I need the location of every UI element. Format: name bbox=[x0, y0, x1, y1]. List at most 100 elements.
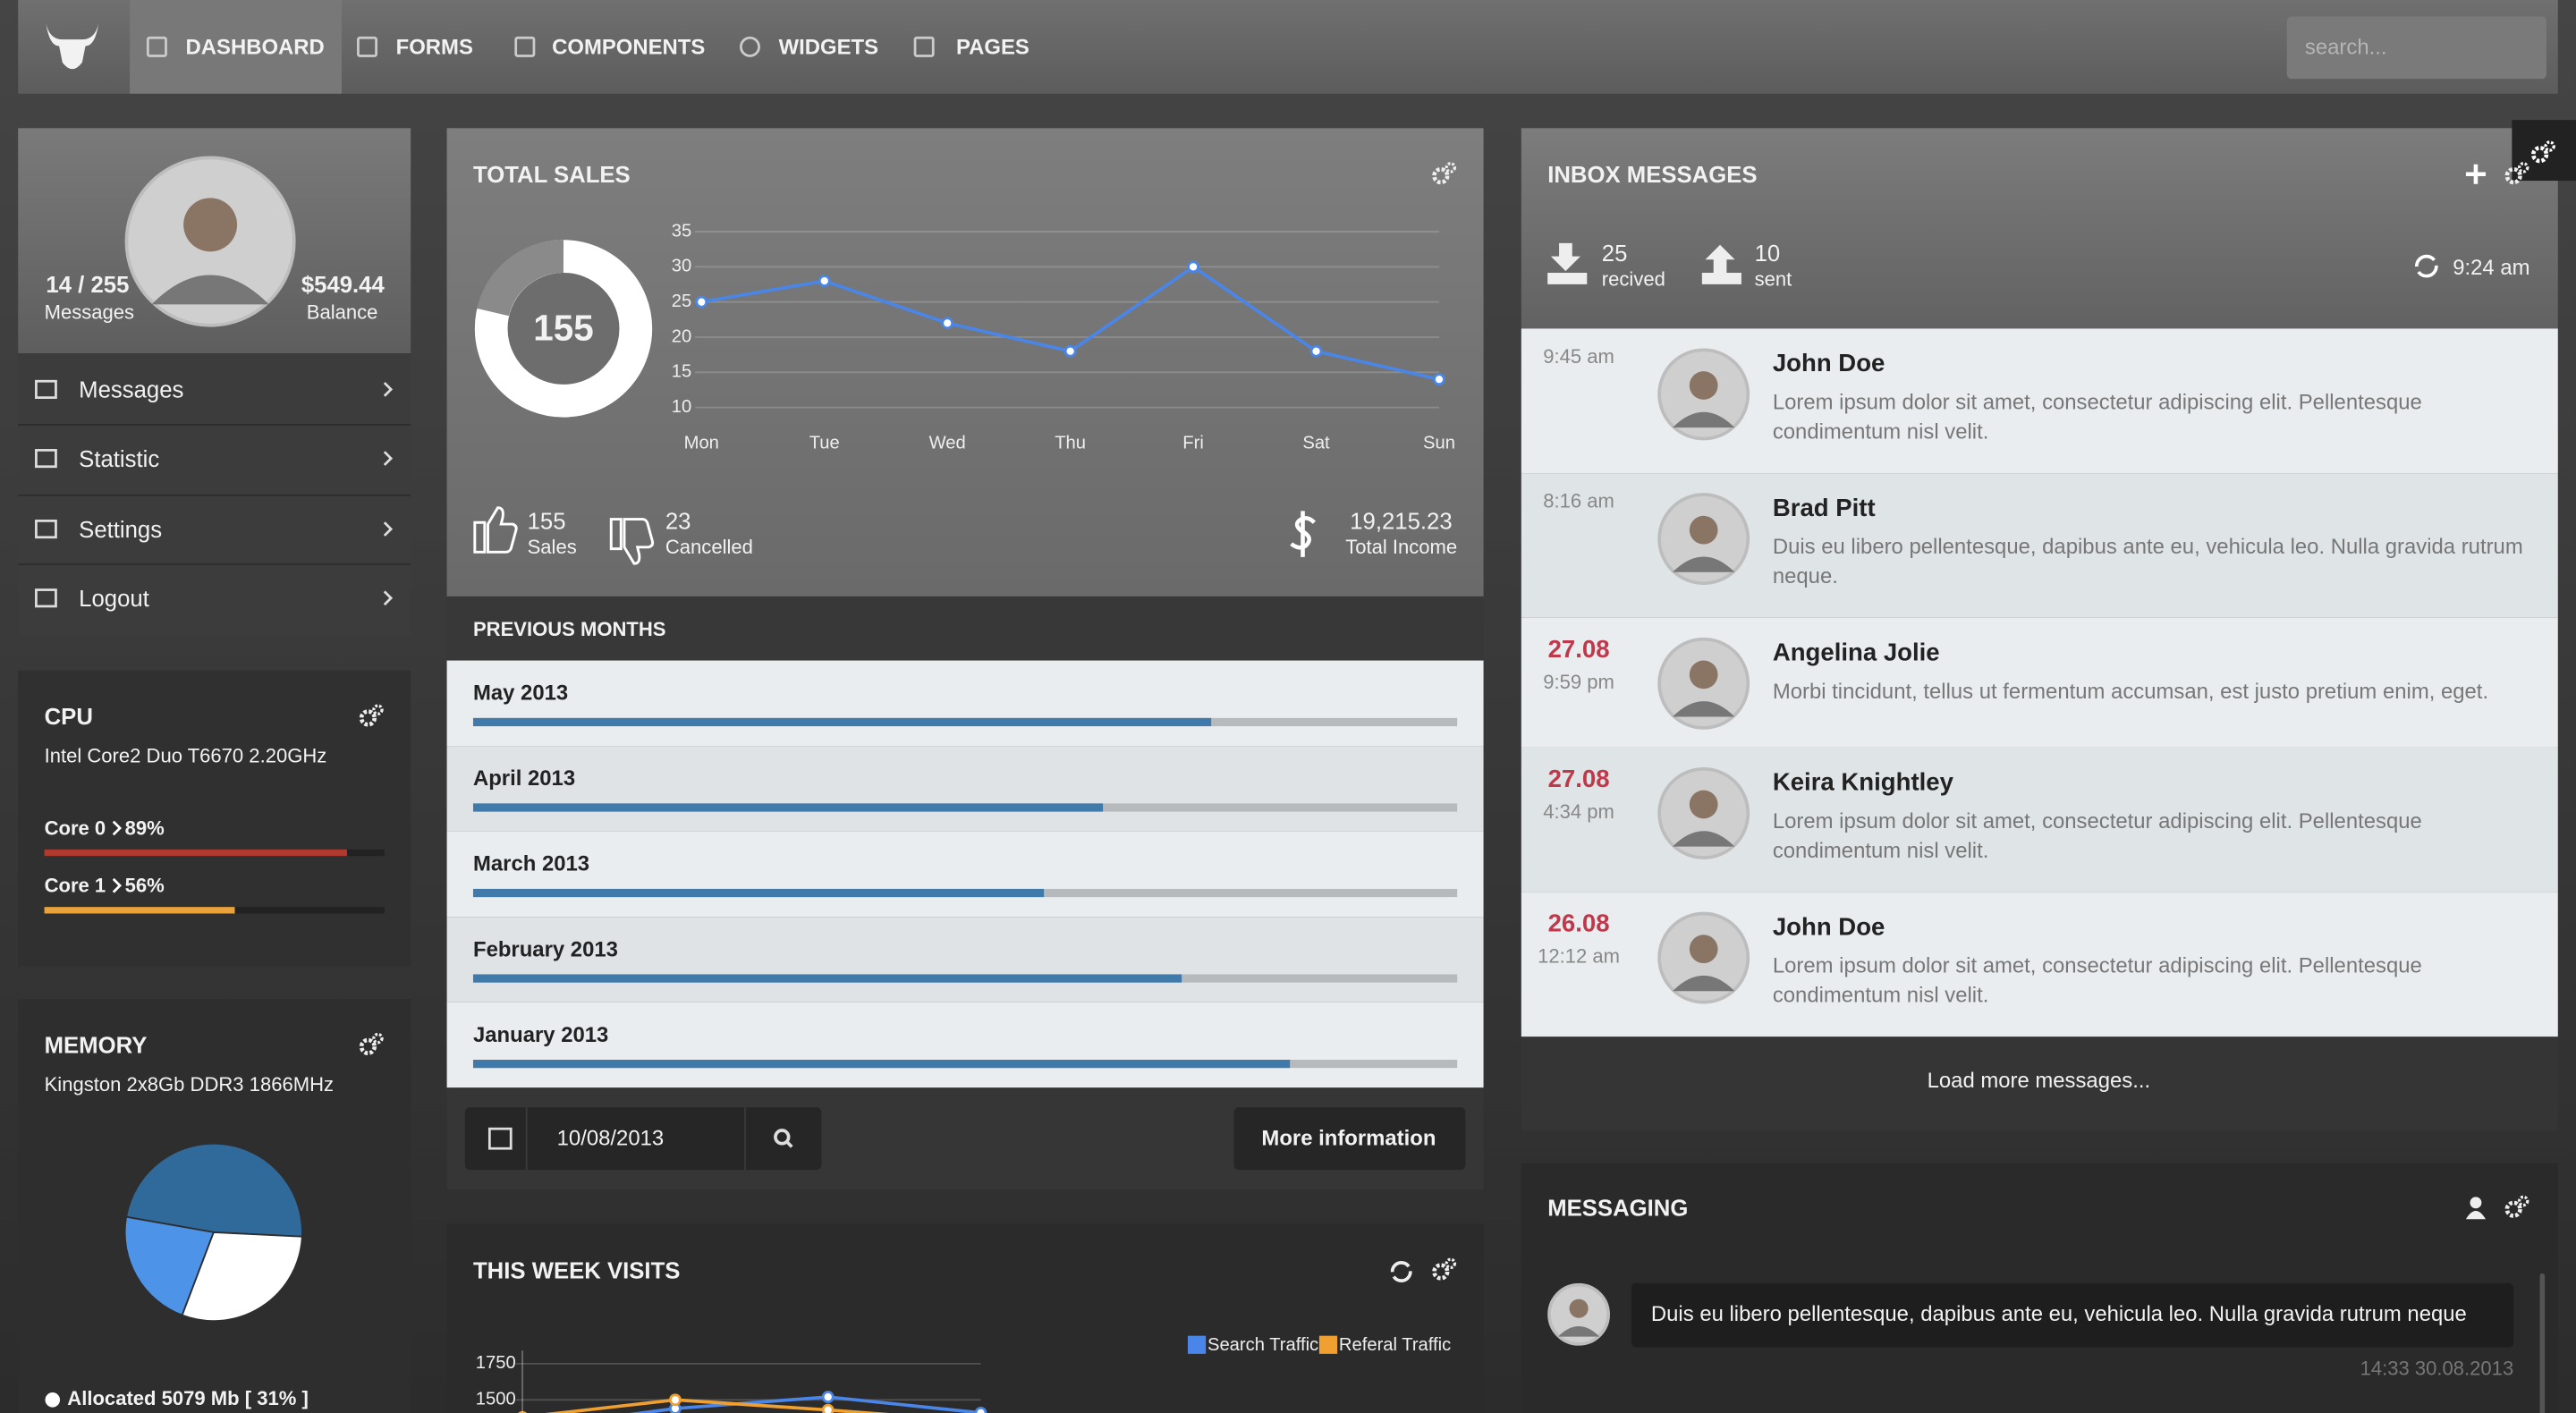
panel-title: INBOX MESSAGES bbox=[1547, 161, 1758, 188]
y-tick-label: 35 bbox=[672, 221, 691, 241]
gear-icon bbox=[359, 709, 377, 727]
stat-value: 23 bbox=[665, 507, 691, 535]
x-tick-label: Sat bbox=[1302, 433, 1330, 453]
avatar-body bbox=[1672, 975, 1735, 992]
thumb-up-icon bbox=[473, 506, 518, 554]
menu-panel bbox=[18, 353, 411, 637]
pie-slice bbox=[125, 1142, 303, 1238]
y-tick-label: 30 bbox=[672, 257, 691, 276]
nav-item[interactable]: WIDGETS bbox=[778, 34, 879, 60]
gear-icon bbox=[372, 704, 384, 715]
y-tick-label: 10 bbox=[672, 397, 691, 417]
menu-item[interactable]: Statistic bbox=[79, 444, 160, 472]
logo bbox=[46, 22, 99, 70]
menu-icon bbox=[35, 449, 57, 469]
chat-text: Duis eu libero pellentesque, dapibus ant… bbox=[1650, 1301, 2467, 1326]
point bbox=[669, 1393, 682, 1407]
menu-icon bbox=[35, 520, 57, 539]
user-icon bbox=[2470, 1197, 2482, 1209]
panel-title: TOTAL SALES bbox=[472, 161, 631, 188]
month-label: March 2013 bbox=[472, 850, 590, 876]
x-tick-label: Fri bbox=[1182, 433, 1204, 453]
thumb-down-icon bbox=[609, 518, 655, 565]
x-tick-label: Sun bbox=[1423, 433, 1455, 453]
nav-icon bbox=[514, 36, 536, 57]
menu-item[interactable]: Settings bbox=[79, 515, 163, 543]
x-tick-label: Wed bbox=[929, 433, 966, 453]
menu-item[interactable]: Logout bbox=[79, 585, 149, 612]
message-sender: Brad Pitt bbox=[1772, 495, 1876, 523]
y-tick-label: 25 bbox=[672, 292, 691, 311]
month-row bbox=[446, 660, 1484, 747]
point bbox=[974, 1406, 987, 1413]
gear-icon bbox=[1445, 1257, 1457, 1270]
panel-title: CPU bbox=[44, 703, 93, 730]
messages-label: Messages bbox=[44, 300, 135, 324]
gear-icon bbox=[2530, 146, 2549, 164]
pie-slice bbox=[123, 1215, 216, 1316]
avatar-head bbox=[1689, 790, 1718, 819]
search-box[interactable] bbox=[2286, 16, 2546, 80]
message-text: Duis eu libero pellentesque, dapibus ant… bbox=[1772, 534, 2523, 588]
month-row bbox=[446, 831, 1484, 918]
menu-icon bbox=[35, 588, 57, 608]
calendar-icon bbox=[487, 1127, 513, 1150]
date-value: 10/08/2013 bbox=[556, 1125, 665, 1151]
sent-label: sent bbox=[1754, 267, 1792, 292]
message-time: 12:12 am bbox=[1538, 944, 1621, 969]
month-label: May 2013 bbox=[472, 680, 569, 706]
dollar-icon bbox=[1290, 511, 1317, 557]
menu-item[interactable]: Messages bbox=[79, 376, 184, 403]
nav-item[interactable]: DASHBOARD bbox=[185, 34, 325, 60]
balance-label: Balance bbox=[306, 300, 378, 324]
nav-item[interactable]: FORMS bbox=[395, 34, 473, 60]
received-count: 25 bbox=[1601, 240, 1628, 267]
message-text: Morbi tincidunt, tellus ut fermentum acc… bbox=[1772, 678, 2489, 704]
point bbox=[1187, 260, 1199, 274]
message-sender: Keira Knightley bbox=[1772, 768, 1953, 798]
balance: $549.44 bbox=[301, 271, 385, 298]
menu-separator bbox=[18, 495, 411, 496]
legend-swatch bbox=[1187, 1335, 1207, 1354]
stat-label: Total Income bbox=[1345, 535, 1458, 559]
nav-item[interactable]: COMPONENTS bbox=[552, 34, 706, 60]
y-tick-label: 1500 bbox=[476, 1390, 516, 1409]
panel-title: MESSAGING bbox=[1547, 1194, 1689, 1222]
chevron-icon bbox=[383, 590, 394, 606]
more-button[interactable] bbox=[1233, 1107, 1466, 1171]
donut-gap bbox=[477, 240, 564, 317]
avatar-head bbox=[1689, 371, 1718, 400]
menu-separator bbox=[18, 424, 411, 426]
month-label: February 2013 bbox=[472, 936, 618, 961]
avatar-body bbox=[1672, 831, 1735, 847]
message-date: 27.08 bbox=[1547, 636, 1610, 664]
message-sender: John Doe bbox=[1772, 913, 1885, 942]
bullet bbox=[45, 1392, 61, 1408]
legend-swatch bbox=[1318, 1335, 1338, 1354]
legend-label: Search Traffic bbox=[1208, 1335, 1318, 1355]
progress-bar bbox=[472, 1060, 1291, 1069]
point bbox=[1063, 344, 1077, 358]
messages-count: 14 / 255 bbox=[46, 271, 130, 298]
settings-tab[interactable] bbox=[2512, 120, 2576, 182]
load-more-panel[interactable] bbox=[1521, 1036, 2558, 1131]
nav-item[interactable]: PAGES bbox=[955, 34, 1030, 60]
stat-value: 19,215.23 bbox=[1350, 507, 1453, 535]
progress-bar bbox=[472, 803, 1104, 812]
chevron-icon bbox=[383, 521, 394, 537]
chat-bubble bbox=[1631, 1282, 2514, 1348]
inbox-header bbox=[1521, 128, 2558, 329]
gear-icon bbox=[359, 1037, 377, 1055]
load-more[interactable]: Load more messages... bbox=[1927, 1068, 2151, 1093]
progress-bar bbox=[472, 717, 1212, 727]
message-time: 8:16 am bbox=[1543, 489, 1614, 513]
sent-count: 10 bbox=[1754, 240, 1781, 267]
y-tick-label: 20 bbox=[672, 326, 691, 346]
button-label[interactable]: More information bbox=[1261, 1125, 1436, 1151]
point bbox=[821, 1403, 835, 1413]
stat-value: 155 bbox=[527, 507, 566, 535]
memory-caption: Allocated 5079 Mb [ 31% ] bbox=[67, 1386, 309, 1410]
date-separator bbox=[525, 1107, 528, 1171]
